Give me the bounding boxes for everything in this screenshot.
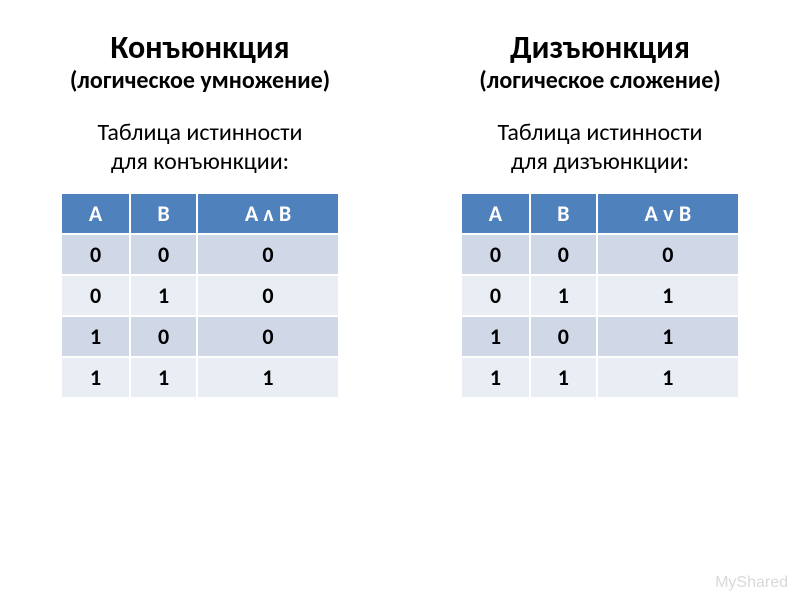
cell: 0 [197,316,339,357]
cell: 0 [61,275,130,316]
right-column: Дизъюнкция (логическое сложение) Таблица… [400,0,800,600]
cell: 0 [130,234,197,275]
right-subtitle: (логическое сложение) [479,67,721,95]
table-header-row: A B A ᴧ B [61,193,339,234]
table-row: 1 0 0 [61,316,339,357]
cell: 0 [597,234,739,275]
cell: 1 [597,316,739,357]
left-subtitle: (логическое умножение) [70,67,330,95]
left-caption-line1: Таблица истинности [97,118,302,147]
cell: 0 [197,275,339,316]
cell: 1 [461,316,530,357]
left-caption-line2: для конъюнкции: [111,147,289,176]
table-row: 1 1 1 [61,357,339,398]
cell: 1 [530,275,597,316]
cell: 1 [461,357,530,398]
left-column: Конъюнкция (логическое умножение) Таблиц… [0,0,400,600]
disjunction-table: A B A ᴠ B 0 0 0 0 1 1 1 0 1 1 [460,192,740,399]
col-b: B [530,193,597,234]
table-header-row: A B A ᴠ B [461,193,739,234]
cell: 1 [597,357,739,398]
table-row: 0 0 0 [461,234,739,275]
cell: 0 [61,234,130,275]
col-a: A [61,193,130,234]
cell: 0 [461,275,530,316]
cell: 0 [130,316,197,357]
cell: 1 [197,357,339,398]
right-caption-line2: для дизъюнкции: [511,147,689,176]
cell: 0 [197,234,339,275]
table-row: 0 1 0 [61,275,339,316]
left-title: Конъюнкция [110,30,289,67]
cell: 1 [61,316,130,357]
cell: 1 [530,357,597,398]
col-b: B [130,193,197,234]
col-result: A ᴠ B [597,193,739,234]
cell: 1 [130,275,197,316]
table-row: 1 0 1 [461,316,739,357]
conjunction-table: A B A ᴧ B 0 0 0 0 1 0 1 0 0 1 [60,192,340,399]
watermark: MyShared [715,574,788,592]
cell: 0 [530,234,597,275]
table-row: 0 1 1 [461,275,739,316]
left-caption: Таблица истинности для конъюнкции: [97,119,302,177]
col-a: A [461,193,530,234]
cell: 0 [530,316,597,357]
cell: 1 [61,357,130,398]
cell: 1 [597,275,739,316]
cell: 1 [130,357,197,398]
cell: 0 [461,234,530,275]
right-caption-line1: Таблица истинности [497,118,702,147]
table-row: 1 1 1 [461,357,739,398]
right-title: Дизъюнкция [510,30,690,67]
col-result: A ᴧ B [197,193,339,234]
right-caption: Таблица истинности для дизъюнкции: [497,119,702,177]
table-row: 0 0 0 [61,234,339,275]
